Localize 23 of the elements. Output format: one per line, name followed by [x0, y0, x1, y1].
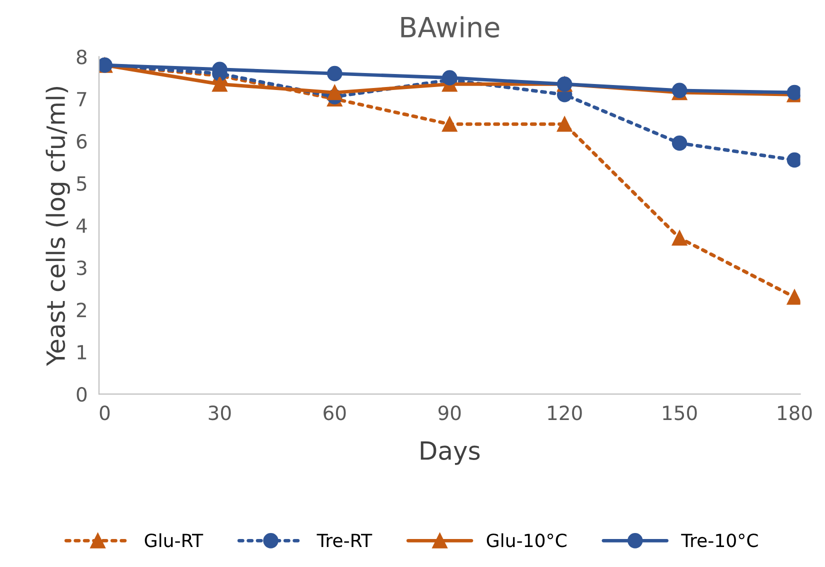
y-tick-label: 0: [76, 387, 87, 402]
x-tick-label: 0: [100, 406, 110, 420]
chart-title: BAwine: [401, 16, 500, 38]
y-tick-label: 5: [77, 176, 86, 191]
y-tick-label: 7: [77, 92, 86, 106]
x-tick-label: 90: [438, 406, 461, 420]
y-tick-label: 6: [76, 134, 87, 149]
legend-label: Tre-10°C: [681, 534, 758, 548]
y-tick-label: 8: [76, 50, 87, 64]
y-tick-label: 3: [77, 260, 86, 276]
y-tick-label: 4: [76, 218, 87, 233]
x-tick-label: 60: [324, 406, 346, 420]
x-tick-label: 150: [663, 406, 697, 420]
y-axis-title: Yeast cells (log cfu/ml): [46, 86, 70, 366]
y-tick-label: 2: [76, 302, 86, 318]
legend-label: Glu-10°C: [486, 533, 566, 548]
y-tick-label: 1: [78, 345, 86, 360]
x-tick-label: 120: [548, 406, 582, 420]
legend-label: Tre-RT: [316, 534, 372, 548]
legend-label: Glu-RT: [144, 533, 204, 548]
x-tick-label: 30: [208, 406, 231, 420]
x-axis-title: Days: [420, 441, 480, 465]
x-tick-label: 180: [778, 406, 812, 420]
